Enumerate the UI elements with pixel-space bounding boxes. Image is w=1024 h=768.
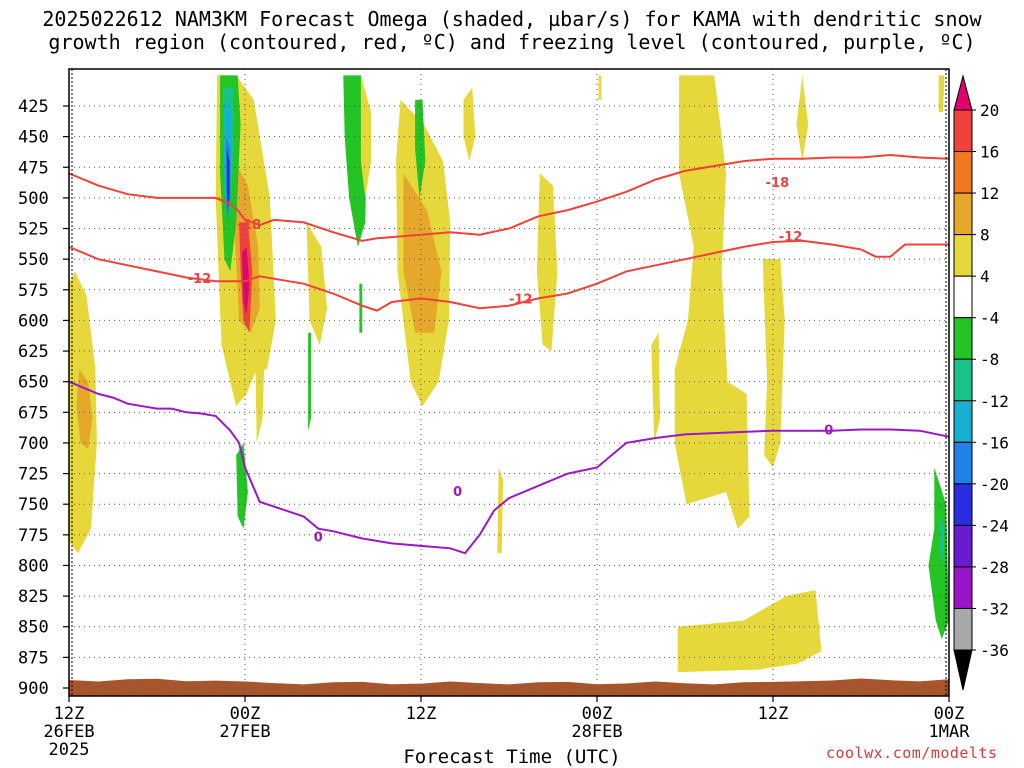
y-tick-label: 750 — [18, 495, 49, 515]
omega-region — [403, 173, 442, 333]
omega-region — [359, 283, 363, 333]
y-tick-label: 475 — [18, 158, 49, 178]
y-tick-label: 650 — [18, 373, 49, 393]
colorbar-label: 16 — [980, 143, 999, 162]
omega-region — [360, 75, 372, 198]
contour-label: -12 — [779, 230, 803, 245]
x-tick-date: 26FEB — [43, 722, 94, 742]
x-tick-label: 12Z — [406, 704, 437, 724]
chart-title-line-1: 2025022612 NAM3KM Forecast Omega (shaded… — [42, 7, 982, 31]
y-tick-label: 900 — [18, 679, 49, 699]
colorbar-bottom-arrow — [953, 649, 973, 691]
y-tick-label: 425 — [18, 97, 49, 117]
colorbar-top-arrow — [953, 74, 973, 111]
colorbar-label: 4 — [980, 267, 990, 286]
colorbar-label: -28 — [980, 558, 1009, 577]
y-tick-label: 800 — [18, 556, 49, 576]
omega-region — [762, 259, 785, 468]
terrain-band — [69, 678, 949, 696]
omega-region — [651, 332, 661, 443]
omega-region — [306, 222, 328, 345]
chart-title-line-2: growth region (contoured, red, ºC) and f… — [48, 30, 976, 54]
colorbar-swatch — [953, 607, 973, 651]
omega-region — [255, 357, 265, 443]
y-tick-label: 450 — [18, 128, 49, 148]
colorbar-label: -36 — [980, 641, 1009, 660]
contour-label: -12 — [509, 293, 533, 308]
x-tick-label: 00Z — [582, 704, 613, 724]
omega-region — [674, 75, 750, 529]
contour-line — [69, 153, 949, 242]
colorbar-label: -4 — [980, 309, 999, 328]
omega-region — [415, 99, 426, 198]
contour-label: 0 — [453, 485, 462, 500]
x-tick-label: 12Z — [54, 704, 85, 724]
y-tick-label: 550 — [18, 250, 49, 270]
plot-frame — [68, 68, 950, 697]
site-credit: coolwx.com/modelts — [826, 744, 998, 762]
y-tick-label: 675 — [18, 403, 49, 423]
y-tick-label: 775 — [18, 526, 49, 546]
y-tick-label: 700 — [18, 434, 49, 454]
x-tick-date: 1MAR — [929, 722, 971, 742]
colorbar-swatch — [953, 234, 973, 277]
colorbar-swatch — [953, 275, 973, 319]
colorbar-swatch — [953, 400, 973, 443]
contour-label: 0 — [824, 424, 833, 439]
y-tick-label: 625 — [18, 342, 49, 362]
colorbar-swatch — [953, 524, 973, 568]
contour-label: -12 — [188, 272, 212, 287]
omega-region — [796, 75, 809, 162]
colorbar-label: 20 — [980, 101, 999, 120]
colorbar-label: -12 — [980, 392, 1009, 411]
x-tick-label: 12Z — [758, 704, 789, 724]
y-tick-label: 875 — [18, 648, 49, 668]
y-tick-label: 525 — [18, 220, 49, 240]
contour-line — [69, 380, 949, 555]
colorbar-swatch — [953, 358, 973, 402]
omega-region — [938, 75, 945, 113]
colorbar-label: -8 — [980, 350, 999, 369]
colorbar-swatch — [953, 109, 973, 153]
y-tick-label: 725 — [18, 465, 49, 485]
x-tick-date: 28FEB — [571, 722, 622, 742]
colorbar-swatch — [953, 317, 973, 360]
y-tick-label: 825 — [18, 587, 49, 607]
contour-label: -18 — [238, 218, 262, 233]
colorbar-swatch — [953, 483, 973, 526]
colorbar-swatch — [953, 192, 973, 236]
omega-region — [940, 516, 945, 566]
y-tick-label: 850 — [18, 618, 49, 638]
x-tick-year: 2025 — [49, 740, 90, 760]
colorbar-label: 8 — [980, 226, 990, 245]
colorbar-label: -24 — [980, 516, 1009, 535]
colorbar-swatch — [953, 441, 973, 485]
y-tick-label: 575 — [18, 281, 49, 301]
colorbar-label: -32 — [980, 599, 1009, 618]
contour-label: -18 — [766, 176, 790, 191]
x-tick-label: 00Z — [230, 704, 261, 724]
contour-label: 0 — [314, 530, 323, 545]
colorbar-label: -16 — [980, 433, 1009, 452]
colorbar-label: 12 — [980, 184, 999, 203]
omega-region — [463, 87, 476, 162]
y-tick-label: 600 — [18, 311, 49, 331]
omega-region — [677, 590, 822, 673]
omega-region — [598, 75, 602, 100]
omega-region — [536, 173, 558, 352]
colorbar-swatch — [953, 566, 973, 609]
omega-region — [928, 467, 949, 639]
colorbar-swatch — [953, 151, 973, 194]
contour-line — [69, 239, 949, 312]
omega-region — [343, 75, 367, 247]
x-tick-label: 00Z — [934, 704, 965, 724]
colorbar-label: -20 — [980, 475, 1009, 494]
x-axis-title: Forecast Time (UTC) — [403, 746, 621, 768]
y-tick-label: 500 — [18, 189, 49, 209]
x-tick-date: 27FEB — [219, 722, 270, 742]
omega-region — [226, 148, 230, 211]
omega-region — [497, 467, 504, 554]
